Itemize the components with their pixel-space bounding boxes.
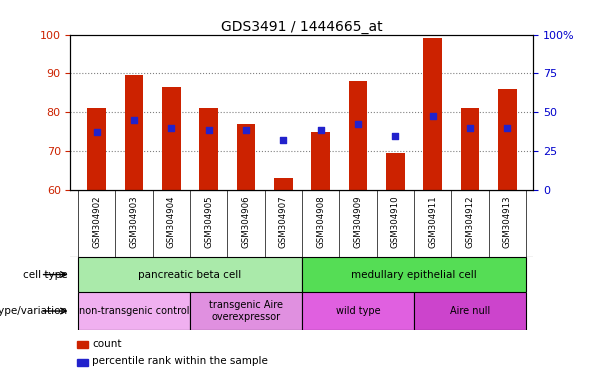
Bar [302,257,526,292]
Text: percentile rank within the sample: percentile rank within the sample [92,356,268,366]
Bar [460,108,479,190]
Text: GSM304909: GSM304909 [353,195,362,248]
Bar [274,179,292,190]
Point [278,136,288,142]
Text: GSM304906: GSM304906 [242,195,251,248]
Text: GSM304902: GSM304902 [92,195,101,248]
Text: GSM304903: GSM304903 [129,195,139,248]
Bar [78,292,190,330]
Point [428,113,438,119]
Text: wild type: wild type [335,306,380,316]
Text: Aire null: Aire null [450,306,490,316]
Bar [302,292,414,330]
Bar [162,87,181,190]
Text: pancreatic beta cell: pancreatic beta cell [139,270,242,280]
Text: non-transgenic control: non-transgenic control [78,306,189,316]
Text: GSM304910: GSM304910 [390,195,400,248]
Bar [386,153,405,190]
Point [390,132,400,139]
Text: GSM304912: GSM304912 [465,195,474,248]
Text: GSM304908: GSM304908 [316,195,325,248]
Point [241,127,251,133]
Bar [498,89,517,190]
Text: GSM304911: GSM304911 [428,195,437,248]
Point [353,121,363,127]
Point [92,129,102,135]
Bar [237,124,255,190]
Point [129,117,139,123]
Bar [124,75,143,190]
Point [465,125,474,131]
Point [502,125,512,131]
Point [204,127,213,133]
Text: cell type: cell type [23,270,67,280]
Text: genotype/variation: genotype/variation [0,306,67,316]
Text: GSM304907: GSM304907 [279,195,287,248]
Bar [87,108,106,190]
Text: medullary epithelial cell: medullary epithelial cell [351,270,477,280]
Point [166,125,176,131]
Bar [423,38,442,190]
Point [316,127,326,133]
Bar [199,108,218,190]
Text: transgenic Aire
overexpressor: transgenic Aire overexpressor [209,300,283,322]
Text: GSM304913: GSM304913 [503,195,512,248]
Bar [78,257,302,292]
Bar [311,132,330,190]
Text: GSM304905: GSM304905 [204,195,213,248]
Text: GSM304904: GSM304904 [167,195,176,248]
Title: GDS3491 / 1444665_at: GDS3491 / 1444665_at [221,20,383,33]
Bar [414,292,526,330]
Bar [349,81,367,190]
Bar [190,292,302,330]
Text: count: count [92,339,121,349]
